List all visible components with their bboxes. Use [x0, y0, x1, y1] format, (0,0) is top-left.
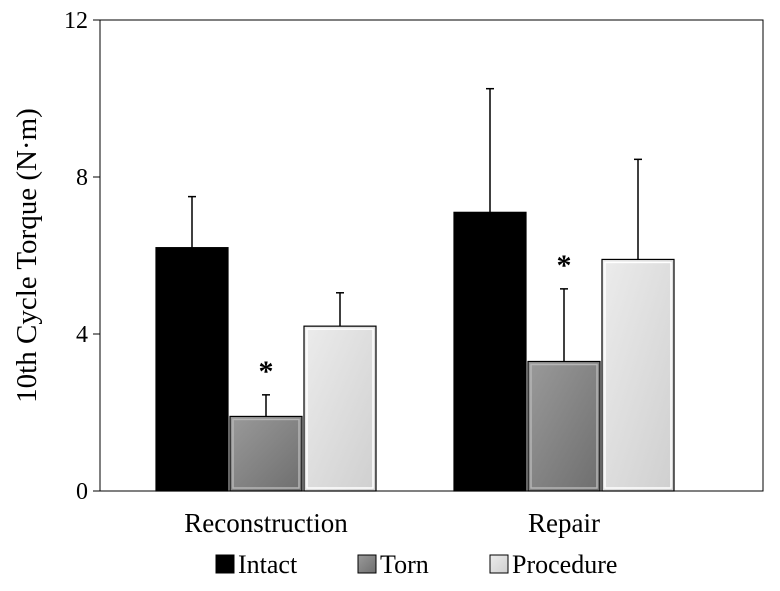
bar-procedure — [303, 325, 377, 492]
legend: Intact Torn Procedure — [215, 550, 617, 579]
legend-item-procedure: Procedure — [489, 550, 617, 579]
y-tick-label: 0 — [76, 479, 88, 505]
bar-torn — [527, 360, 601, 492]
y-tick-label: 8 — [76, 165, 88, 191]
y-axis-label: 10th Cycle Torque (N·m) — [11, 108, 43, 403]
bars: ** — [155, 87, 675, 492]
plot-frame — [99, 19, 764, 492]
x-axis: Reconstruction Repair — [184, 508, 600, 538]
x-category-label: Repair — [528, 508, 600, 538]
significance-asterisk: * — [557, 249, 572, 282]
legend-item-torn: Torn — [357, 550, 429, 579]
bar-group-reconstruction-procedure — [303, 292, 377, 492]
legend-swatch — [489, 554, 509, 574]
bar-group-repair-intact — [453, 87, 527, 492]
bar-bevel — [232, 418, 300, 489]
bar-torn — [229, 415, 303, 492]
significance-asterisk: * — [259, 355, 274, 388]
plot-border — [99, 19, 764, 492]
bar-group-repair-procedure — [601, 158, 675, 492]
legend-label: Torn — [380, 550, 429, 579]
legend-label: Procedure — [512, 550, 617, 579]
x-category-label: Reconstruction — [184, 508, 348, 538]
y-axis: 0 4 8 12 — [64, 8, 100, 505]
bar-group-reconstruction-torn — [229, 394, 303, 492]
bar-intact — [155, 247, 229, 492]
y-tick-label: 12 — [64, 8, 88, 34]
y-tick-label: 4 — [76, 322, 88, 348]
bar-intact — [453, 211, 527, 492]
bar-group-repair-torn — [527, 288, 601, 492]
legend-label: Intact — [238, 550, 298, 579]
bar-bevel — [306, 328, 374, 489]
bar-group-reconstruction-intact — [155, 195, 229, 492]
bar-procedure — [601, 258, 675, 492]
bar-bevel — [530, 363, 598, 489]
legend-item-intact: Intact — [215, 550, 298, 579]
bar-bevel — [604, 261, 672, 489]
legend-swatch — [357, 554, 377, 574]
legend-swatch — [215, 554, 235, 574]
